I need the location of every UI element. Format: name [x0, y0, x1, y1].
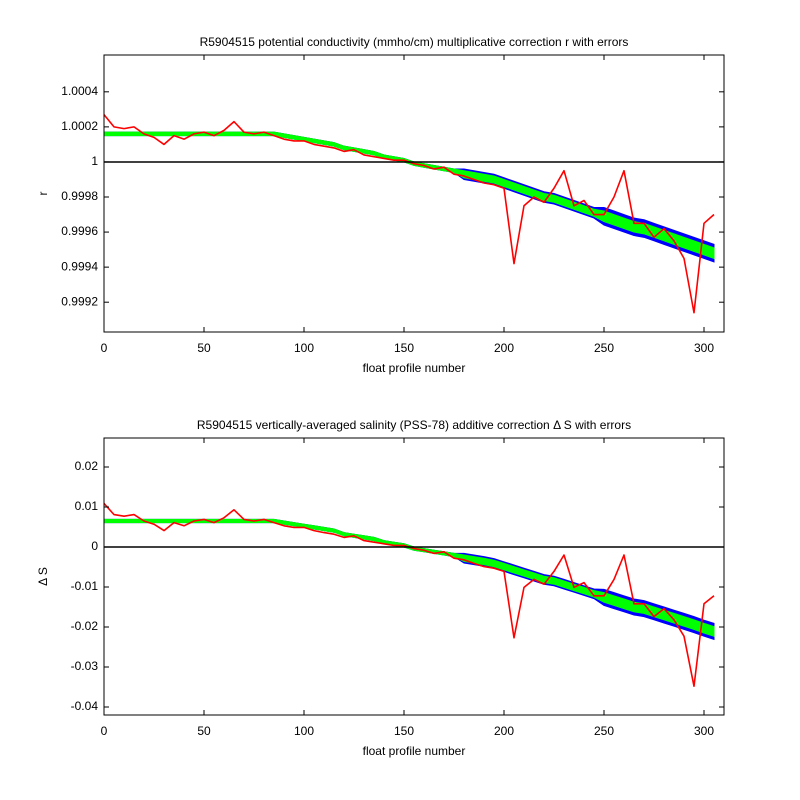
- x-tick-label: 250: [594, 341, 614, 355]
- y-tick-label: 1: [91, 154, 98, 168]
- y-tick-label: 0.9994: [61, 259, 98, 273]
- y-tick-label: 1.0004: [61, 84, 98, 98]
- y-tick-label: 0.9992: [61, 294, 98, 308]
- y-axis-label: Δ S: [36, 567, 50, 586]
- x-tick-label: 0: [101, 724, 108, 738]
- y-tick-label: 0: [91, 539, 98, 553]
- y-tick-label: 0.02: [75, 459, 99, 473]
- y-tick-label: 0.01: [75, 499, 99, 513]
- y-tick-label: -0.03: [71, 659, 99, 673]
- x-tick-label: 150: [394, 724, 414, 738]
- y-tick-label: 0.9996: [61, 224, 98, 238]
- y-axis-label: r: [36, 192, 50, 196]
- x-tick-label: 0: [101, 341, 108, 355]
- x-tick-label: 50: [197, 724, 211, 738]
- y-tick-label: 0.9998: [61, 189, 98, 203]
- axes-box: [103, 54, 725, 333]
- x-axis-label: float profile number: [363, 361, 466, 375]
- x-tick-label: 200: [494, 341, 514, 355]
- y-tick-label: -0.01: [71, 579, 99, 593]
- x-tick-label: 100: [294, 724, 314, 738]
- y-tick-label: -0.04: [71, 699, 99, 713]
- x-tick-label: 200: [494, 724, 514, 738]
- y-tick-label: 1.0002: [61, 119, 98, 133]
- x-tick-label: 300: [694, 724, 714, 738]
- axes-box: [103, 437, 725, 716]
- x-tick-label: 150: [394, 341, 414, 355]
- x-tick-label: 250: [594, 724, 614, 738]
- x-axis-label: float profile number: [363, 744, 466, 758]
- x-tick-label: 300: [694, 341, 714, 355]
- chart-title: R5904515 potential conductivity (mmho/cm…: [200, 35, 629, 49]
- x-tick-label: 50: [197, 341, 211, 355]
- x-tick-label: 100: [294, 341, 314, 355]
- chart-title: R5904515 vertically-averaged salinity (P…: [197, 418, 631, 432]
- y-tick-label: -0.02: [71, 619, 99, 633]
